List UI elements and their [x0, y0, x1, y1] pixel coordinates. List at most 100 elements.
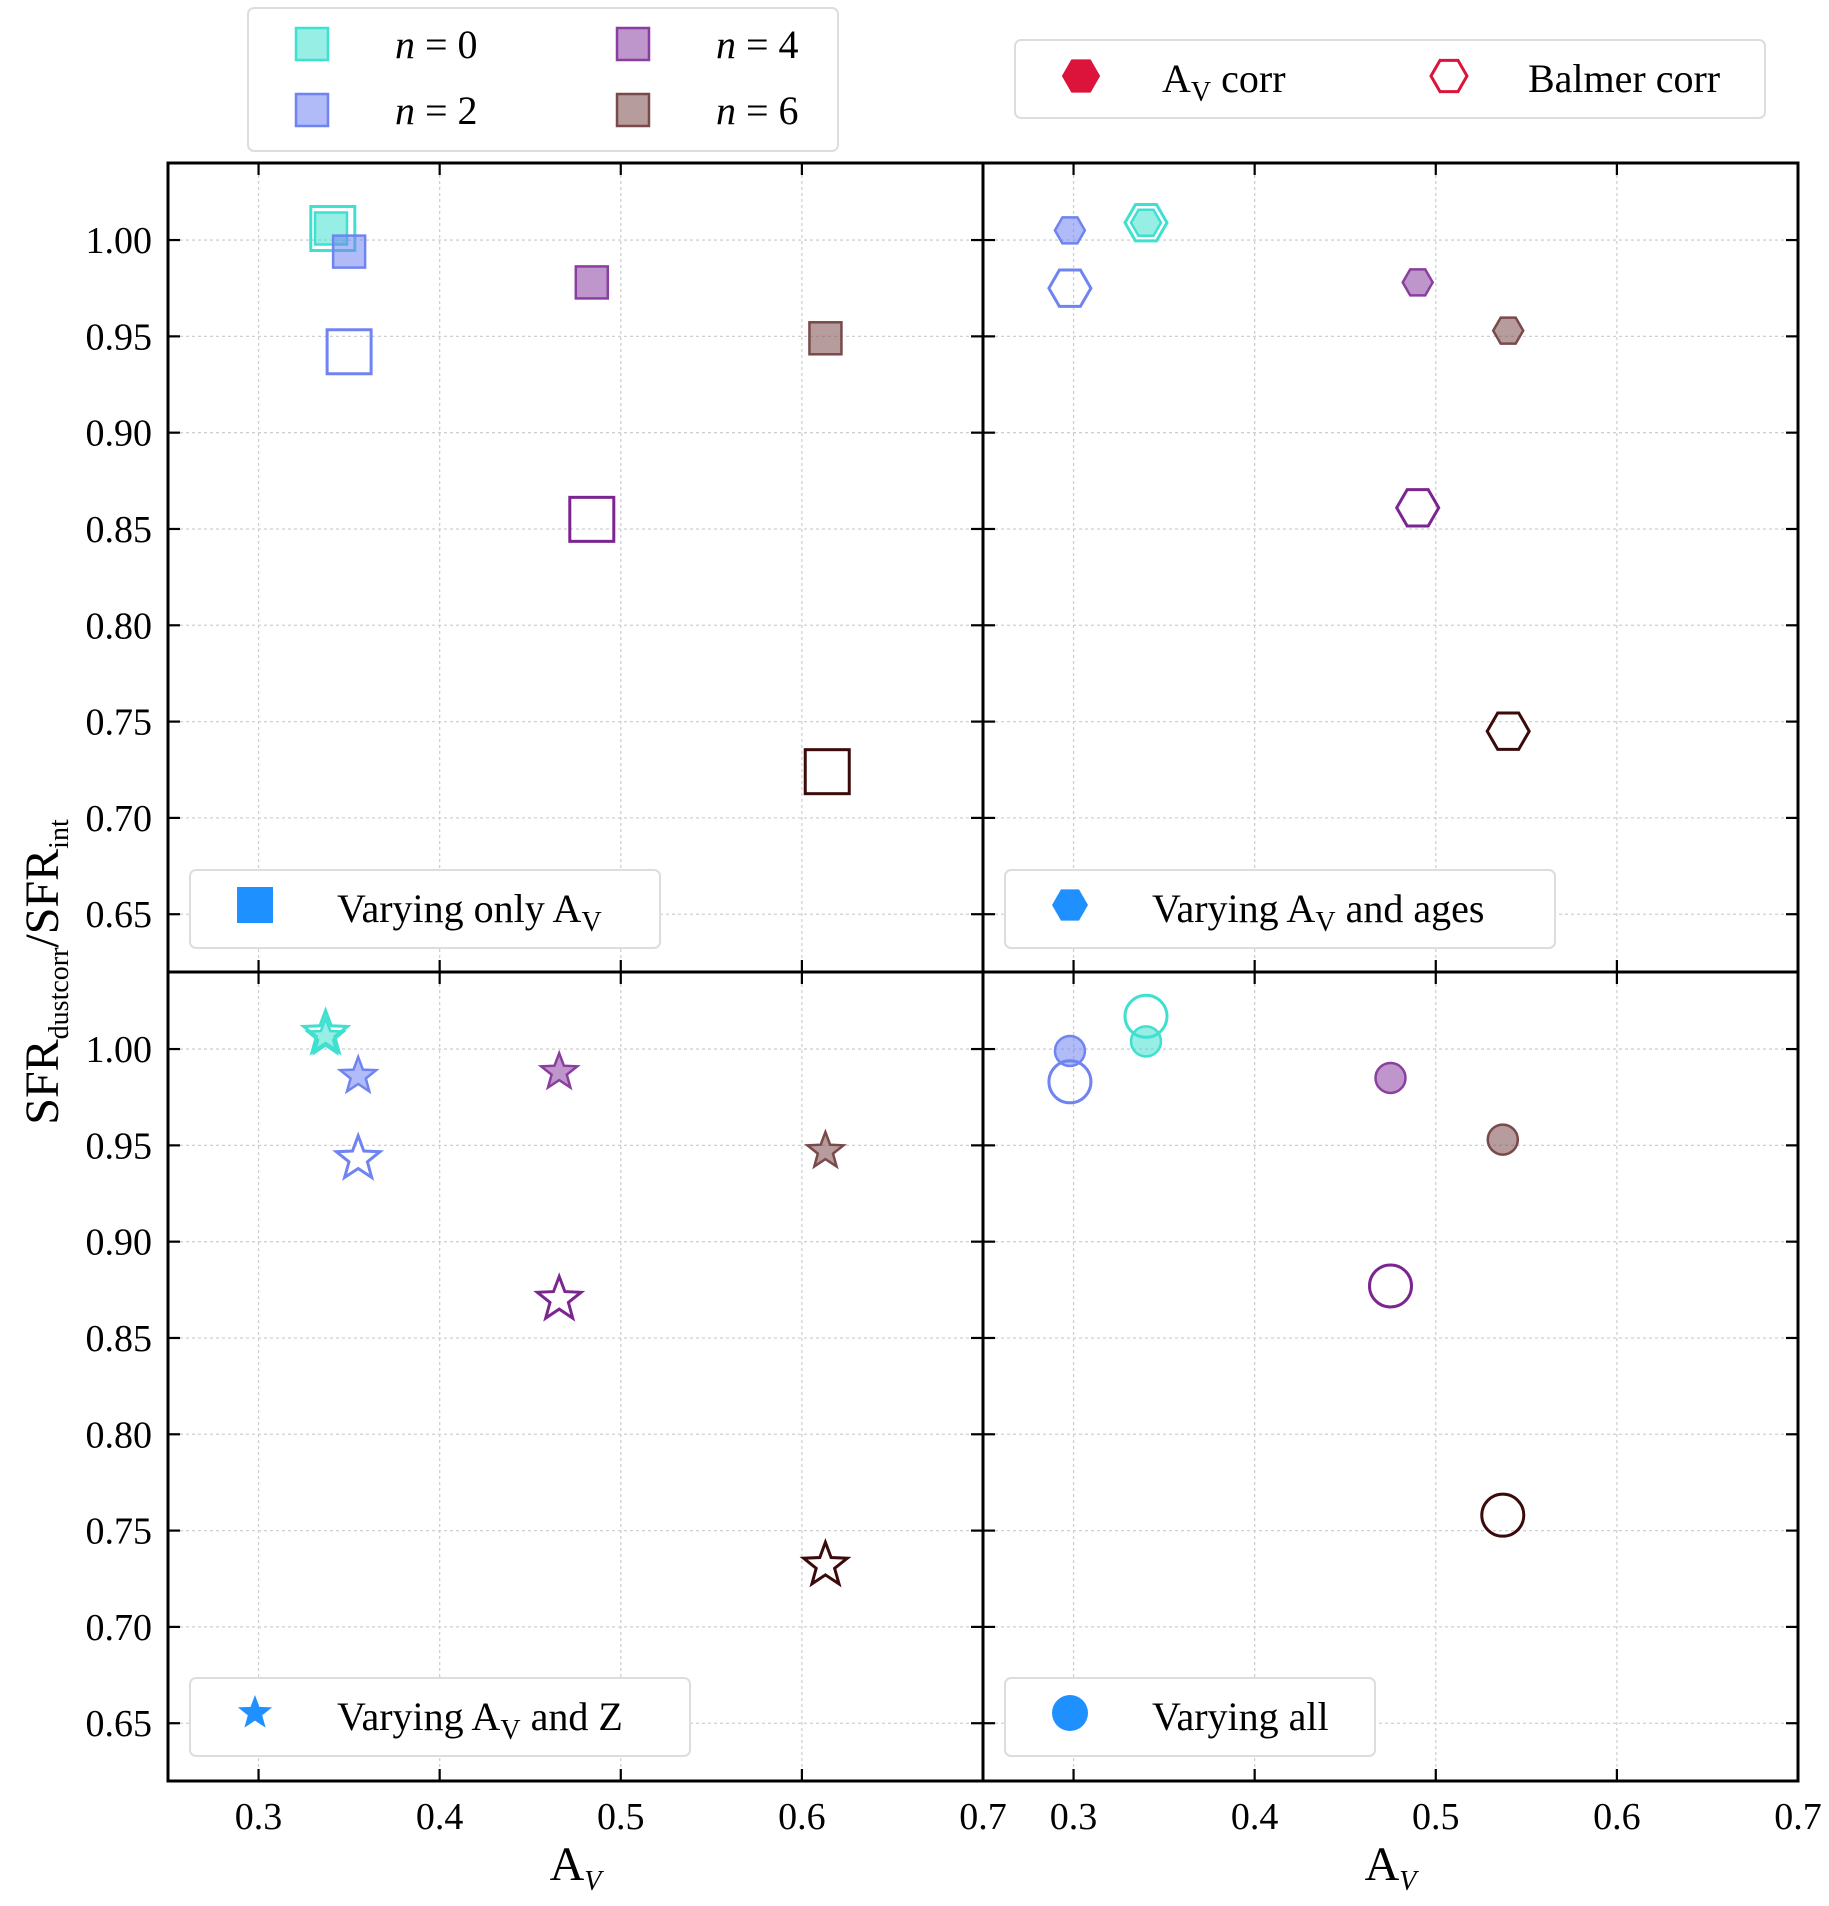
panel-legend-box: [189, 1677, 691, 1757]
correction-legend: AV corr Balmer corr: [1014, 39, 1766, 119]
x-tick-label: 0.3: [235, 1796, 283, 1838]
x-tick-label: 0.7: [959, 1796, 1007, 1838]
x-tick-label: 0.5: [1412, 1796, 1460, 1838]
y-tick-label: 0.90: [86, 1222, 153, 1264]
panel-legend-marker: [237, 887, 273, 923]
y-tick-label: 0.85: [86, 509, 153, 551]
panel-legend: Varying AV and Z: [189, 1677, 691, 1757]
y-tick-label: 0.90: [86, 413, 153, 455]
data-point-hexagon-n0-balmer-corr: [1123, 203, 1169, 243]
data-point-star-n0-balmer-corr: [299, 1006, 352, 1056]
frame-layer: [166, 161, 1800, 1783]
n-legend: n = 0 n = 2 n = 4 n = 6: [247, 7, 839, 152]
data-point-star-n2-balmer-corr: [332, 1131, 385, 1181]
data-point-hexagon-n0-av-corr: [1129, 208, 1163, 237]
x-axis-title: AV: [550, 1838, 605, 1897]
data-point-square-n6-av-corr: [808, 321, 843, 356]
y-tick-label: 1.00: [86, 1029, 153, 1071]
data-point-circle-n6-av-corr: [1486, 1123, 1520, 1156]
panel-legend: Varying all: [1004, 1677, 1376, 1757]
y-tick-label: 0.95: [86, 316, 153, 358]
data-point-star-n4-av-corr: [537, 1049, 581, 1091]
correction-legend-label: Balmer corr: [1528, 56, 1720, 101]
panel-legend: Varying AV and ages: [1004, 869, 1556, 949]
data-point-hexagon-n4-balmer-corr: [1394, 488, 1441, 528]
n-legend-swatch: [294, 92, 330, 128]
y-axis-title: SFRdustcorr/SFRint: [16, 819, 75, 1125]
panel-legend-box: [1004, 1677, 1376, 1757]
y-tick-label: 0.70: [86, 1607, 153, 1649]
data-point-star-n6-balmer-corr: [799, 1537, 852, 1588]
x-tick-label: 0.6: [778, 1796, 826, 1838]
data-point-circle-n6-balmer-corr: [1480, 1492, 1526, 1538]
tick-layer: 0.650.700.750.800.850.900.951.000.650.70…: [86, 163, 1822, 1838]
panel-frame: [981, 161, 1800, 974]
y-tick-label: 0.75: [86, 702, 153, 744]
y-tick-label: 1.00: [86, 220, 153, 262]
y-tick-label: 0.80: [86, 605, 153, 647]
panel-legend-box: [1004, 869, 1556, 949]
y-tick-label: 0.65: [86, 1703, 153, 1745]
x-tick-label: 0.5: [597, 1796, 645, 1838]
axis-title-layer: AV AV SFRdustcorr/SFRint: [16, 819, 1419, 1897]
y-tick-label: 0.85: [86, 1318, 153, 1360]
correction-legend-label: AV corr: [1162, 56, 1286, 108]
x-tick-label: 0.6: [1593, 1796, 1641, 1838]
panel-legend-box: [189, 869, 661, 949]
n-legend-swatch: [294, 26, 330, 62]
data-point-square-n2-av-corr: [331, 234, 367, 269]
av-corr-legend-marker: [1061, 59, 1101, 93]
data-point-star-n2-av-corr: [336, 1053, 380, 1095]
panel-legend-label: Varying only AV: [337, 886, 602, 938]
data-point-circle-n2-av-corr: [1053, 1034, 1087, 1068]
data-point-circle-n4-balmer-corr: [1368, 1263, 1413, 1309]
y-tick-label: 0.80: [86, 1414, 153, 1456]
panel-legend-marker: [1052, 1695, 1088, 1731]
x-tick-label: 0.7: [1774, 1796, 1822, 1838]
data-point-circle-n2-balmer-corr: [1047, 1059, 1093, 1105]
data-point-square-n4-balmer-corr: [568, 495, 616, 543]
panel-legend-layer: Varying only AV Varying AV and ages Varyin…: [189, 869, 1556, 1757]
y-tick-label: 0.70: [86, 798, 153, 840]
data-point-square-n4-av-corr: [574, 265, 610, 300]
y-tick-label: 0.75: [86, 1511, 153, 1553]
n-legend-label: n = 6: [716, 88, 799, 133]
panel-frame: [166, 970, 985, 1783]
n-legend-swatch: [615, 26, 651, 62]
data-point-hexagon-n2-balmer-corr: [1047, 268, 1093, 308]
x-tick-label: 0.4: [1231, 1796, 1279, 1838]
n-legend-label: n = 4: [716, 22, 799, 67]
n-legend-label: n = 0: [395, 22, 478, 67]
data-point-star-n4-balmer-corr: [533, 1272, 586, 1322]
data-point-hexagon-n6-balmer-corr: [1485, 711, 1531, 751]
data-point-circle-n0-av-corr: [1129, 1025, 1163, 1058]
panel-legend-label: Varying AV and ages: [1152, 886, 1484, 938]
data-point-square-n2-balmer-corr: [325, 328, 373, 376]
data-point-hexagon-n4-av-corr: [1401, 268, 1435, 297]
point-layer: [299, 203, 1531, 1588]
x-axis-title: AV: [1365, 1838, 1420, 1897]
correction-legend-box: [1014, 39, 1766, 119]
data-point-square-n6-balmer-corr: [803, 748, 851, 796]
panel-legend-label: Varying AV and Z: [337, 1694, 623, 1746]
panel-legend-marker: [237, 1695, 273, 1728]
n-legend-box: [247, 7, 839, 152]
data-point-hexagon-n2-av-corr: [1053, 216, 1087, 245]
data-point-hexagon-n6-av-corr: [1491, 316, 1525, 345]
y-tick-label: 0.95: [86, 1125, 153, 1167]
grid-layer: [168, 163, 1798, 1781]
data-point-star-n6-av-corr: [804, 1128, 847, 1170]
n-legend-swatch: [615, 92, 651, 128]
panel-legend-marker: [1052, 889, 1088, 921]
data-point-circle-n4-av-corr: [1374, 1061, 1407, 1095]
y-tick-label: 0.65: [86, 894, 153, 936]
n-legend-label: n = 2: [395, 88, 478, 133]
x-tick-label: 0.3: [1050, 1796, 1098, 1838]
panel-legend: Varying only AV: [189, 869, 661, 949]
x-tick-label: 0.4: [416, 1796, 464, 1838]
legend-layer: n = 0 n = 2 n = 4 n = 6 AV corr Balmer corr: [247, 7, 1766, 152]
panel-frame: [981, 970, 1800, 1783]
panel-legend-label: Varying all: [1152, 1694, 1329, 1739]
data-point-circle-n0-balmer-corr: [1123, 993, 1169, 1039]
